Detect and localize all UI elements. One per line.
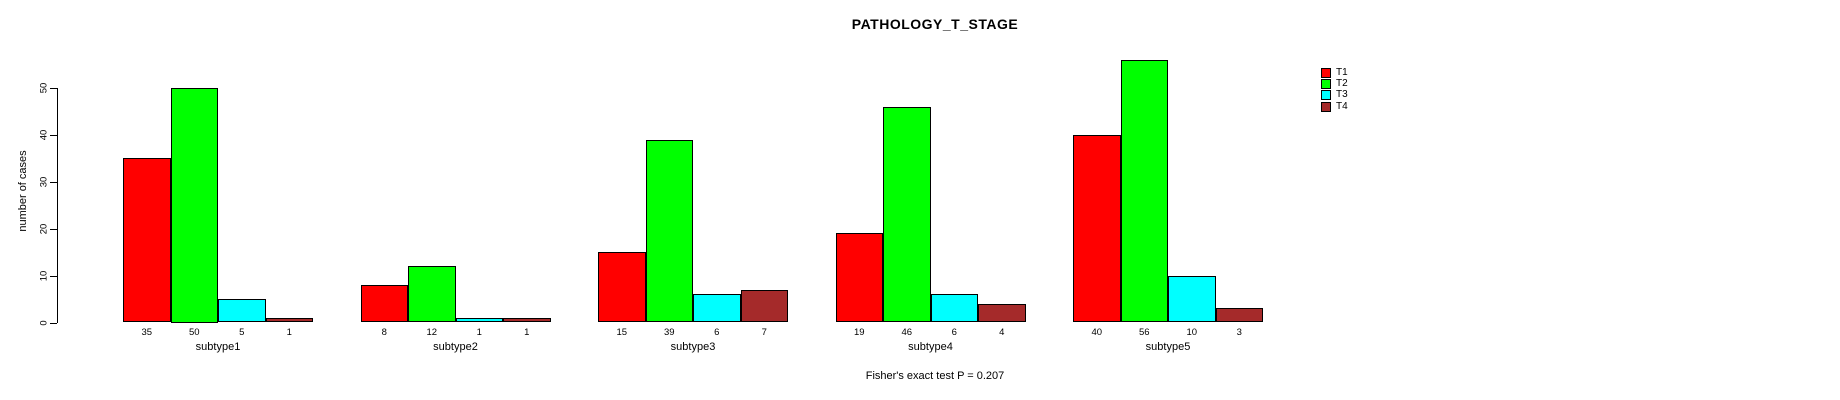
bar-value-label: 40: [1091, 327, 1103, 338]
category-label: subtype5: [1145, 341, 1191, 353]
bar-t2-subtype5: [1120, 59, 1168, 323]
bar-t3-subtype1: [218, 299, 266, 323]
bar-value-label: 6: [714, 327, 720, 338]
y-tick-label: 50: [38, 82, 50, 94]
bar-value-label: 1: [524, 327, 530, 338]
bar-t3-subtype3: [693, 294, 741, 323]
category-label: subtype2: [433, 341, 478, 353]
bar-value-label: 4: [999, 327, 1005, 338]
bar-value-label: 19: [853, 327, 865, 338]
legend-label: T1: [1336, 66, 1348, 78]
legend-swatch: [1321, 90, 1331, 101]
bar-t4-subtype1: [265, 317, 313, 323]
stat-annotation: Fisher's exact test P = 0.207: [865, 370, 1005, 382]
bar-value-label: 15: [616, 327, 628, 338]
bar-t3-subtype5: [1168, 275, 1216, 323]
legend-label: T2: [1336, 77, 1348, 89]
bar-value-label: 56: [1138, 327, 1150, 338]
category-label: subtype4: [908, 341, 953, 353]
bar-t1-subtype2: [360, 284, 408, 323]
bar-t4-subtype5: [1215, 308, 1263, 323]
bar-value-label: 7: [761, 327, 767, 338]
legend-item-t4: T4: [1321, 101, 1348, 112]
bar-value-label: 46: [901, 327, 913, 338]
bar-value-label: 35: [141, 327, 153, 338]
bar-t2-subtype4: [883, 106, 931, 323]
bar-value-label: 3: [1236, 327, 1242, 338]
y-tick-label: 20: [38, 223, 50, 234]
legend-item-t3: T3: [1321, 90, 1348, 101]
legend-item-t1: T1: [1321, 67, 1348, 78]
y-tick: [50, 228, 57, 230]
bar-t2-subtype1: [170, 88, 218, 323]
legend-swatch: [1321, 67, 1331, 78]
category-label: subtype3: [670, 341, 716, 353]
legend-item-t2: T2: [1321, 78, 1348, 89]
y-tick-label: 30: [38, 176, 50, 188]
bar-t2-subtype3: [645, 139, 693, 323]
bar-t2-subtype2: [408, 266, 456, 323]
y-tick-label: 40: [38, 129, 50, 141]
bar-t3-subtype4: [930, 294, 978, 323]
bar-value-label: 6: [951, 327, 957, 338]
y-axis-label: number of cases: [17, 150, 29, 232]
y-tick-label: 10: [38, 270, 50, 281]
bar-value-label: 39: [663, 327, 675, 338]
bar-value-label: 1: [476, 327, 482, 338]
chart-title: PATHOLOGY_T_STAGE: [851, 16, 1019, 32]
y-tick: [50, 88, 57, 89]
bar-t1-subtype5: [1073, 134, 1121, 323]
bar-value-label: 12: [426, 327, 438, 338]
bar-value-label: 5: [239, 327, 245, 338]
y-tick: [50, 322, 57, 324]
y-tick: [50, 181, 57, 183]
bar-t1-subtype4: [835, 233, 883, 323]
bar-t4-subtype4: [978, 303, 1026, 323]
bar-value-label: 10: [1186, 327, 1198, 338]
bar-t4-subtype2: [503, 317, 551, 323]
category-label: subtype1: [195, 341, 241, 353]
bar-value-label: 8: [381, 327, 387, 338]
legend-swatch: [1321, 101, 1331, 112]
bar-t3-subtype2: [455, 317, 503, 323]
legend-label: T4: [1336, 100, 1348, 112]
bar-t4-subtype3: [740, 289, 788, 323]
bar-t1-subtype1: [123, 158, 171, 323]
bar-value-label: 50: [188, 327, 200, 338]
legend: T1 T2 T3 T4: [1321, 67, 1348, 112]
y-tick: [50, 134, 57, 136]
bar-t1-subtype3: [598, 252, 646, 323]
legend-label: T3: [1336, 89, 1348, 101]
y-axis-line: [57, 88, 58, 323]
y-tick: [50, 275, 57, 277]
bar-value-label: 1: [286, 327, 292, 338]
y-tick-label: 0: [38, 319, 50, 326]
legend-swatch: [1321, 78, 1331, 89]
